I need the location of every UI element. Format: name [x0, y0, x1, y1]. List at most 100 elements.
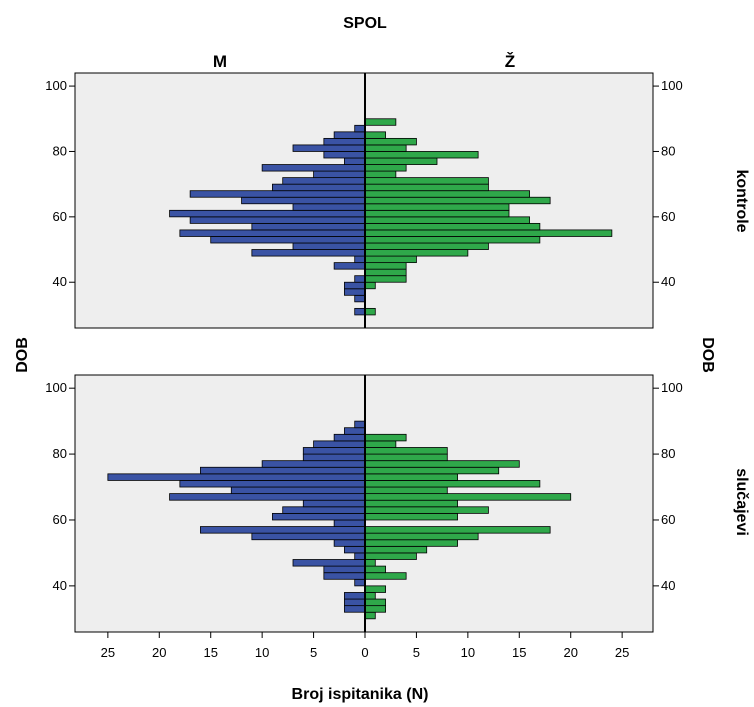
bar-z-age-47 [364, 255, 417, 264]
row-label-slucajevi: slučajevi [733, 468, 750, 536]
bar-z-age-63 [364, 203, 510, 211]
bar-m-age-45 [333, 262, 366, 270]
bar-m-age-83 [313, 440, 366, 448]
bar-z-age-65 [364, 499, 458, 508]
bar-m-age-63 [292, 203, 366, 211]
bar-z-age-31 [364, 307, 376, 316]
x-tick-label-8: 15 [512, 645, 526, 660]
chart-title: SPOL [343, 15, 387, 32]
bar-m-age-85 [333, 433, 366, 442]
y-tick-label-right-100: 100 [661, 78, 683, 93]
bar-m-age-57 [200, 526, 366, 534]
bar-m-age-55 [251, 532, 366, 541]
bar-m-age-65 [241, 196, 366, 205]
bar-m-age-31 [354, 307, 366, 316]
bar-z-age-43 [364, 572, 407, 580]
bar-z-age-67 [364, 190, 530, 198]
y-axis-label-left: DOB [14, 337, 31, 373]
bar-z-age-75 [364, 164, 407, 172]
bar-z-age-45 [364, 262, 407, 270]
bar-z-age-89 [364, 118, 397, 126]
bar-z-age-61 [364, 209, 510, 218]
bar-z-age-61 [364, 512, 458, 521]
bar-m-age-69 [230, 486, 366, 495]
column-header-m: M [213, 52, 227, 71]
bar-z-age-45 [364, 565, 386, 574]
bar-z-age-85 [364, 433, 407, 442]
bar-m-age-73 [107, 473, 366, 481]
bar-m-age-89 [354, 420, 366, 429]
bar-m-age-53 [333, 539, 366, 547]
bar-z-age-63 [364, 506, 489, 514]
bar-m-age-77 [344, 157, 366, 165]
bar-m-age-39 [344, 281, 366, 290]
bar-m-age-81 [292, 144, 366, 152]
bar-z-age-39 [364, 585, 386, 593]
bar-m-age-71 [179, 480, 366, 488]
x-tick-label-3: 10 [255, 645, 269, 660]
bar-z-age-79 [364, 453, 448, 462]
bar-z-age-47 [364, 559, 376, 567]
bar-m-age-37 [344, 592, 366, 600]
y-tick-label-left-40: 40 [53, 274, 67, 289]
bar-z-age-71 [364, 480, 541, 488]
bar-m-age-75 [261, 164, 366, 172]
x-axis-label: Broj ispitanika (N) [292, 686, 429, 703]
bar-m-age-49 [251, 249, 366, 257]
bar-m-age-63 [282, 506, 366, 514]
bar-z-age-39 [364, 281, 376, 290]
bar-m-age-67 [169, 493, 366, 501]
bar-m-age-77 [261, 460, 366, 468]
bar-z-age-85 [364, 131, 386, 139]
bar-m-age-47 [354, 255, 366, 264]
bar-z-age-53 [364, 539, 458, 547]
bar-m-age-87 [344, 427, 366, 435]
x-tick-label-2: 15 [203, 645, 217, 660]
bar-m-age-79 [302, 453, 366, 462]
bar-z-age-67 [364, 493, 572, 501]
bar-m-age-33 [344, 605, 366, 613]
y-tick-label-right-40: 40 [661, 578, 675, 593]
bar-z-age-43 [364, 268, 407, 277]
panel-slucajevi: 40 40 60 60 80 80 100 100 [45, 374, 683, 633]
bar-z-age-51 [364, 545, 428, 554]
y-tick-label-right-40: 40 [661, 274, 675, 289]
bar-m-age-65 [302, 499, 366, 508]
bar-z-age-49 [364, 552, 417, 560]
y-tick-label-left-60: 60 [53, 512, 67, 527]
x-tick-label-6: 5 [413, 645, 420, 660]
bar-m-age-79 [323, 151, 366, 159]
x-tick-label-1: 20 [152, 645, 166, 660]
bar-z-age-57 [364, 526, 551, 534]
bar-m-age-47 [292, 559, 366, 567]
bar-z-age-69 [364, 486, 448, 495]
bar-m-age-55 [179, 229, 366, 237]
x-tick-label-0: 25 [101, 645, 115, 660]
bar-m-age-61 [169, 209, 366, 218]
bar-m-age-59 [333, 519, 366, 527]
bar-z-age-55 [364, 532, 479, 541]
bar-m-age-35 [344, 598, 366, 607]
x-tick-label-9: 20 [563, 645, 577, 660]
bar-z-age-51 [364, 242, 489, 250]
y-tick-label-right-80: 80 [661, 446, 675, 461]
bar-m-age-37 [344, 288, 366, 296]
x-tick-label-5: 0 [361, 645, 368, 660]
bar-m-age-35 [354, 294, 366, 303]
bar-z-age-59 [364, 216, 530, 224]
bar-m-age-87 [354, 124, 366, 133]
y-tick-label-left-100: 100 [45, 78, 67, 93]
bar-z-age-83 [364, 440, 397, 448]
y-tick-label-right-60: 60 [661, 209, 675, 224]
bar-z-age-31 [364, 611, 376, 620]
bar-m-age-71 [282, 177, 366, 185]
bar-m-age-51 [344, 545, 366, 554]
panel-kontrole: 40 40 60 60 80 80 100 100 [45, 72, 683, 329]
bar-z-age-79 [364, 151, 479, 159]
bar-z-age-81 [364, 144, 407, 152]
column-header-z: Ž [505, 52, 515, 71]
bar-m-age-41 [354, 275, 366, 283]
y-tick-label-left-100: 100 [45, 380, 67, 395]
bar-z-age-77 [364, 157, 438, 165]
